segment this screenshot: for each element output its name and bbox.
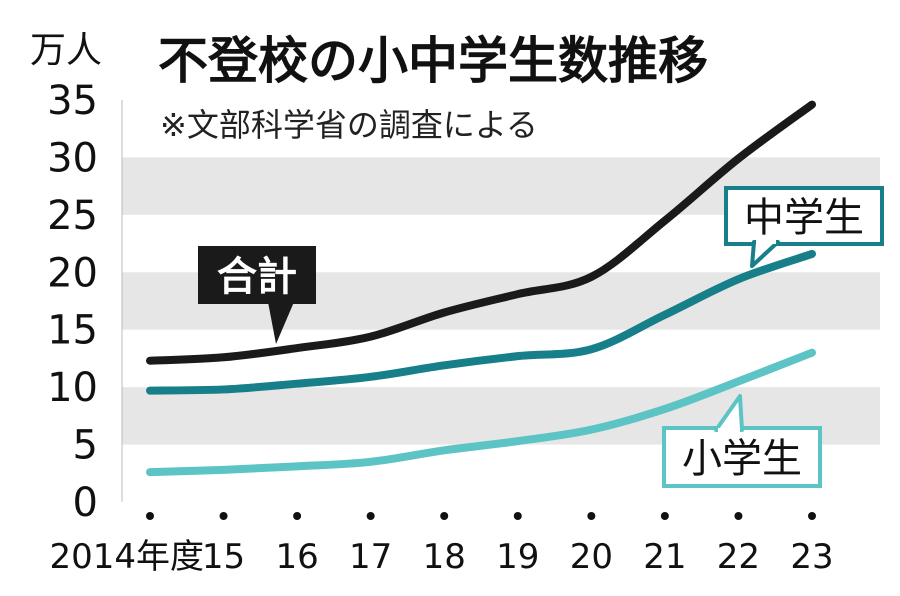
x-tick-dot [219, 512, 228, 520]
y-axis-ticks: 0 5 10 15 20 25 30 35 [47, 78, 98, 526]
series-elementary-line [146, 348, 816, 477]
y-tick-label: 10 [47, 365, 98, 411]
x-tick-label: 15 [202, 537, 245, 577]
y-tick-label: 5 [73, 423, 98, 469]
legend-middle-box [724, 186, 884, 246]
y-tick-label: 20 [47, 250, 98, 296]
x-tick-dot [808, 512, 816, 520]
x-tick-label: 18 [423, 537, 466, 577]
x-tick-dot [440, 512, 449, 520]
y-tick-label: 35 [47, 78, 98, 124]
x-axis-dots [146, 512, 816, 520]
x-tick-dot [513, 512, 522, 520]
y-tick-label: 25 [47, 193, 98, 239]
x-tick-dot [146, 512, 154, 520]
legend-total: 合計 [198, 246, 316, 344]
legend-total-box [198, 246, 316, 304]
y-tick-label: 0 [73, 480, 98, 526]
legend-elementary-label: 小学生 [682, 436, 802, 482]
legend-middle: 中学生 [724, 186, 884, 268]
chart-title: 不登校の小中学生数推移 [158, 32, 708, 90]
x-tick-label: 20 [570, 537, 613, 577]
series-lines [146, 100, 816, 477]
x-tick-label: 2014年度 [49, 537, 204, 577]
chart-subtitle: ※文部科学省の調査による [160, 106, 538, 144]
x-tick-label: 22 [717, 537, 760, 577]
y-tick-label: 30 [47, 135, 98, 181]
legend-elementary-box [662, 426, 822, 488]
unit-label: 万人 [30, 30, 102, 71]
x-tick-dot [587, 512, 596, 520]
x-tick-label: 17 [349, 537, 392, 577]
legend-total-label: 合計 [217, 254, 297, 300]
series-total-line [146, 100, 816, 365]
x-tick-label: 23 [790, 537, 833, 577]
series-middle-line [146, 249, 816, 395]
x-tick-dot [660, 512, 669, 520]
legend-middle-label: 中学生 [744, 195, 864, 241]
x-tick-label: 21 [643, 537, 686, 577]
x-tick-label: 16 [275, 537, 318, 577]
legend-total-pointer [268, 302, 294, 344]
x-tick-dot [293, 512, 302, 520]
x-tick-dot [366, 512, 375, 520]
x-tick-label: 19 [496, 537, 539, 577]
legend-elementary: 小学生 [662, 394, 822, 488]
x-tick-dot [734, 512, 743, 520]
y-tick-label: 15 [47, 308, 98, 354]
